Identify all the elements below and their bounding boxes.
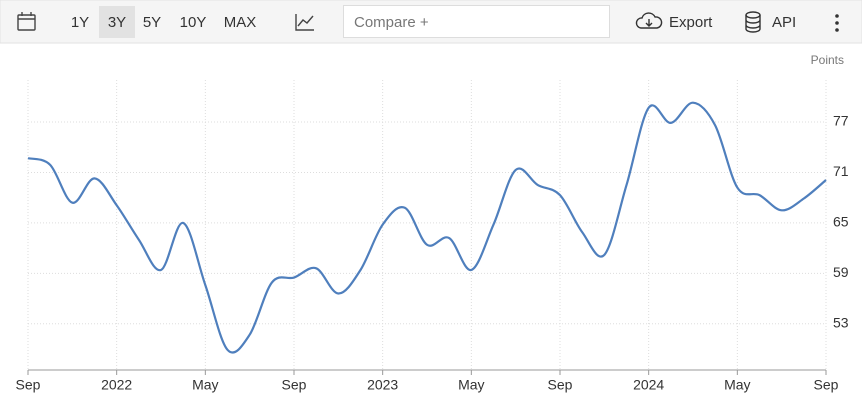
range-button[interactable]: 1Y <box>71 14 89 31</box>
x-tick-label: Sep <box>548 377 573 393</box>
data-line <box>27 101 827 354</box>
x-tick-label: May <box>458 377 484 393</box>
api-icon[interactable] <box>745 11 761 33</box>
x-tick-label: May <box>724 377 750 393</box>
y-tick-label: 53 <box>833 314 849 330</box>
chart-type-icon[interactable] <box>295 14 314 31</box>
y-tick-label: 65 <box>833 214 849 230</box>
range-button[interactable]: MAX <box>224 14 257 31</box>
x-tick-label: 2024 <box>633 377 664 393</box>
y-tick-label: 71 <box>833 163 849 179</box>
api-button[interactable]: API <box>772 14 796 31</box>
compare-input[interactable] <box>343 5 610 38</box>
x-tick-label: Sep <box>282 377 307 393</box>
more-menu[interactable] <box>835 14 839 32</box>
x-tick-label: Sep <box>16 377 41 393</box>
x-tick-label: 2023 <box>367 377 398 393</box>
export-button[interactable]: Export <box>669 14 713 31</box>
selected-range-bg <box>99 6 135 38</box>
y-tick-label: 77 <box>833 113 849 129</box>
range-button[interactable]: 3Y <box>108 14 126 31</box>
chart-type-icon <box>297 15 314 27</box>
range-button[interactable]: 5Y <box>143 14 161 31</box>
calendar-icon[interactable] <box>17 12 36 31</box>
y-tick-label: 59 <box>833 264 849 280</box>
y-axis-unit: Points <box>811 53 844 67</box>
export-icon[interactable] <box>635 12 663 29</box>
x-tick-label: 2022 <box>101 377 132 393</box>
compare-placeholder: Compare + <box>354 14 429 31</box>
x-tick-label: Sep <box>814 377 839 393</box>
range-button[interactable]: 10Y <box>180 14 207 31</box>
x-tick-label: May <box>192 377 218 393</box>
export-icon <box>645 19 653 27</box>
